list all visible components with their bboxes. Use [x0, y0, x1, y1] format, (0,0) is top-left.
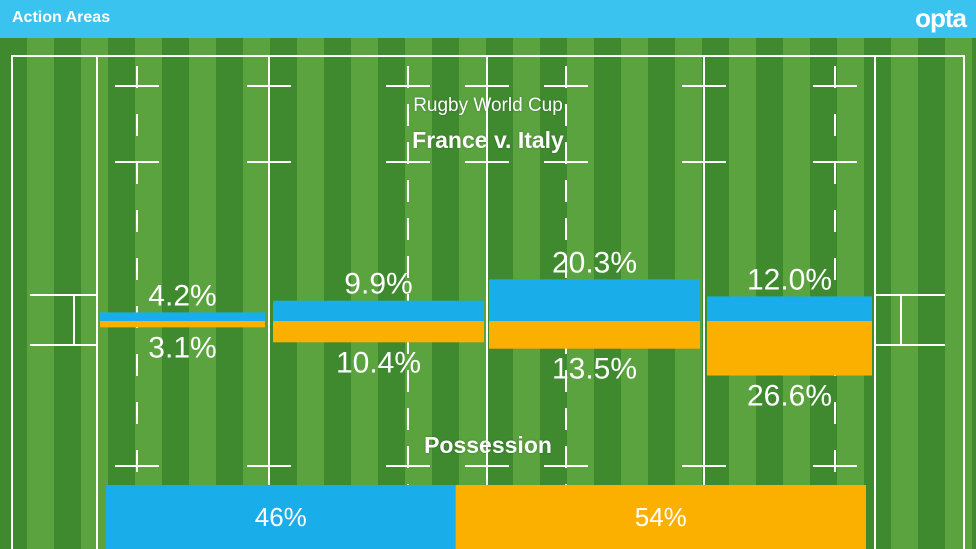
possession-bar: 46% 54% [106, 485, 866, 549]
france-value-label-1: 4.2% [148, 279, 216, 312]
header-bar: Action Areas opta [0, 0, 976, 38]
italy-value-label-1: 3.1% [148, 331, 216, 364]
pitch-stripe [729, 38, 756, 549]
pitch-stripe [27, 38, 54, 549]
zone-bars [100, 279, 872, 376]
pitch-stripe [243, 38, 270, 549]
pitch-stripe [783, 38, 810, 549]
opta-logo: opta [915, 3, 967, 33]
france-value-label-3: 20.3% [552, 246, 637, 279]
pitch-chart: 4.2% 3.1% 9.9% 10.4% 20.3% 13.5% 12.0% 26.6% 46… [0, 38, 976, 549]
france-possession-bar [106, 485, 456, 549]
possession-label: Possession [424, 432, 552, 458]
italy-possession-bar [455, 485, 866, 549]
pitch-stripe [945, 38, 972, 549]
france-bar-4 [707, 296, 872, 321]
rugby-pitch: 4.2% 3.1% 9.9% 10.4% 20.3% 13.5% 12.0% 26.6% 46… [0, 38, 976, 549]
france-possession-label: 46% [255, 502, 307, 532]
pitch-stripe [297, 38, 324, 549]
italy-bar-1 [100, 321, 265, 328]
italy-value-label-4: 26.6% [747, 380, 832, 413]
pitch-stripe [189, 38, 216, 549]
france-bar-3 [489, 279, 700, 321]
italy-value-label-3: 13.5% [552, 353, 637, 386]
italy-value-label-2: 10.4% [336, 346, 421, 379]
pitch-stripe [351, 38, 378, 549]
france-bar-1 [100, 312, 265, 321]
france-value-label-4: 12.0% [747, 263, 832, 296]
italy-bar-2 [273, 321, 484, 343]
italy-bar-3 [489, 321, 700, 349]
pitch-stripe [459, 38, 486, 549]
france-bar-2 [273, 300, 484, 321]
pitch-stripe [837, 38, 864, 549]
italy-possession-label: 54% [635, 502, 687, 532]
chart-title: France v. Italy [412, 127, 564, 153]
italy-bar-4 [707, 321, 872, 376]
pitch-stripe [405, 38, 432, 549]
france-value-label-2: 9.9% [344, 268, 412, 301]
pitch-stripe [891, 38, 918, 549]
zone-labels: 4.2% 3.1% 9.9% 10.4% 20.3% 13.5% 12.0% 26.6% [148, 246, 832, 412]
header-title: Action Areas [12, 9, 111, 26]
pitch-stripe [81, 38, 108, 549]
pitch-stripe [135, 38, 162, 549]
chart-subtitle: Rugby World Cup [413, 95, 563, 116]
